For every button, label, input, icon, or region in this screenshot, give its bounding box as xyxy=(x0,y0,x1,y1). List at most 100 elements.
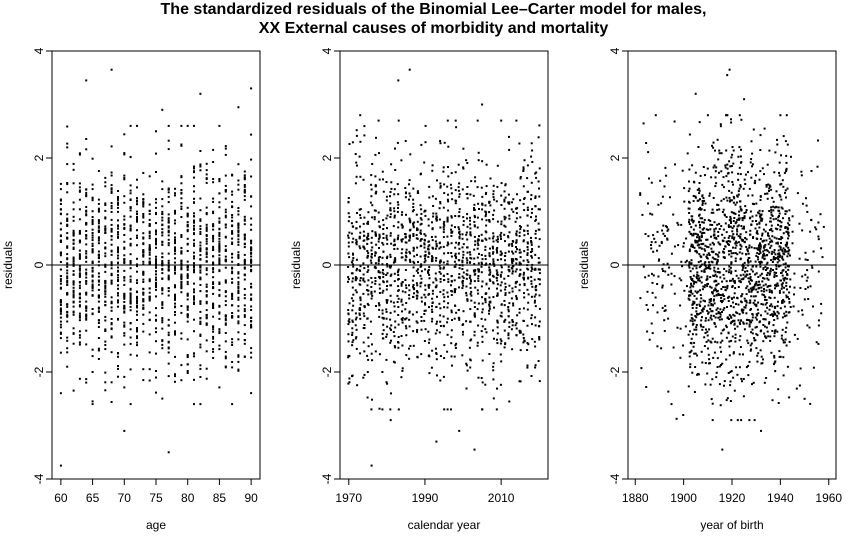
residual-point xyxy=(700,208,703,211)
residual-point xyxy=(473,301,476,304)
residual-point xyxy=(129,294,132,297)
residual-point xyxy=(427,272,430,275)
residual-point xyxy=(237,257,240,260)
residual-point xyxy=(690,233,693,235)
residual-point xyxy=(737,193,740,196)
residual-point xyxy=(745,293,748,296)
residual-point xyxy=(488,296,491,299)
residual-point xyxy=(779,238,782,241)
residual-point xyxy=(714,176,717,179)
residual-point xyxy=(450,228,452,231)
residual-point xyxy=(205,234,208,236)
residual-point xyxy=(371,163,374,165)
residual-point xyxy=(693,319,696,322)
residual-point xyxy=(721,362,724,365)
residual-point xyxy=(732,246,734,249)
residual-point xyxy=(484,204,487,207)
residual-point xyxy=(186,355,189,358)
residual-point xyxy=(142,236,145,239)
residual-point xyxy=(420,316,423,318)
residual-point xyxy=(136,310,138,313)
residual-point xyxy=(747,261,750,264)
residual-point xyxy=(224,255,227,258)
residual-point xyxy=(682,242,685,245)
residual-point xyxy=(392,301,395,304)
residual-point xyxy=(757,211,759,214)
residual-point xyxy=(104,315,107,318)
residual-point xyxy=(503,346,506,349)
residual-point xyxy=(117,227,119,230)
residual-point xyxy=(707,261,710,264)
residual-point xyxy=(358,269,361,272)
residual-point xyxy=(681,169,684,172)
residual-point xyxy=(656,230,659,233)
residual-point xyxy=(721,239,724,242)
residual-point xyxy=(420,320,423,322)
residual-point xyxy=(717,158,720,161)
residual-point xyxy=(732,252,735,255)
residual-point xyxy=(765,184,768,186)
residual-point xyxy=(224,235,227,238)
residual-point xyxy=(731,285,734,287)
residual-point xyxy=(477,324,480,327)
residual-point xyxy=(416,294,419,297)
residual-point xyxy=(91,371,94,373)
residual-point xyxy=(72,201,75,204)
residual-point xyxy=(455,126,458,129)
residual-point xyxy=(446,235,449,238)
residual-point xyxy=(354,337,357,340)
residual-point xyxy=(773,236,776,239)
residual-point xyxy=(691,215,694,218)
residual-point xyxy=(72,273,75,276)
residual-point xyxy=(775,242,778,245)
residual-point xyxy=(778,174,781,177)
residual-point xyxy=(237,271,240,274)
residual-point xyxy=(439,185,442,188)
residual-point xyxy=(477,277,480,280)
residual-point xyxy=(351,319,354,322)
residual-point xyxy=(801,202,804,205)
residual-point xyxy=(174,333,176,336)
residual-point xyxy=(739,335,742,338)
residual-point xyxy=(180,291,183,294)
residual-point xyxy=(85,309,88,312)
residual-point xyxy=(97,326,100,328)
residual-point xyxy=(401,248,404,251)
residual-point xyxy=(787,232,790,235)
residual-point xyxy=(123,234,126,236)
residual-point xyxy=(688,290,691,293)
residual-point xyxy=(778,254,781,257)
residual-point xyxy=(416,284,419,287)
residual-point xyxy=(450,187,453,190)
residual-point xyxy=(743,306,746,309)
residual-point xyxy=(416,329,419,331)
residual-point xyxy=(442,267,445,270)
residual-point xyxy=(174,246,176,249)
residual-point xyxy=(741,293,744,296)
residual-point xyxy=(511,240,514,242)
residual-point xyxy=(760,329,763,332)
residual-point xyxy=(537,245,540,248)
residual-point xyxy=(712,356,715,359)
residual-point xyxy=(738,339,741,342)
residual-point xyxy=(97,296,100,299)
residual-point xyxy=(385,299,388,301)
residual-point xyxy=(473,334,476,337)
residual-point xyxy=(59,188,62,191)
residual-point xyxy=(243,288,246,290)
residual-point xyxy=(817,319,820,322)
residual-point xyxy=(804,273,807,276)
residual-point xyxy=(744,183,747,185)
residual-point xyxy=(466,162,469,164)
residual-point xyxy=(434,247,437,250)
residual-point xyxy=(691,307,694,309)
residual-point xyxy=(759,149,762,151)
residual-point xyxy=(703,209,706,212)
residual-point xyxy=(237,283,240,286)
residual-point xyxy=(419,231,422,234)
residual-point xyxy=(688,180,690,183)
residual-point xyxy=(714,170,717,173)
residual-point xyxy=(356,267,358,270)
residual-point xyxy=(780,337,783,340)
residual-point xyxy=(123,325,126,328)
